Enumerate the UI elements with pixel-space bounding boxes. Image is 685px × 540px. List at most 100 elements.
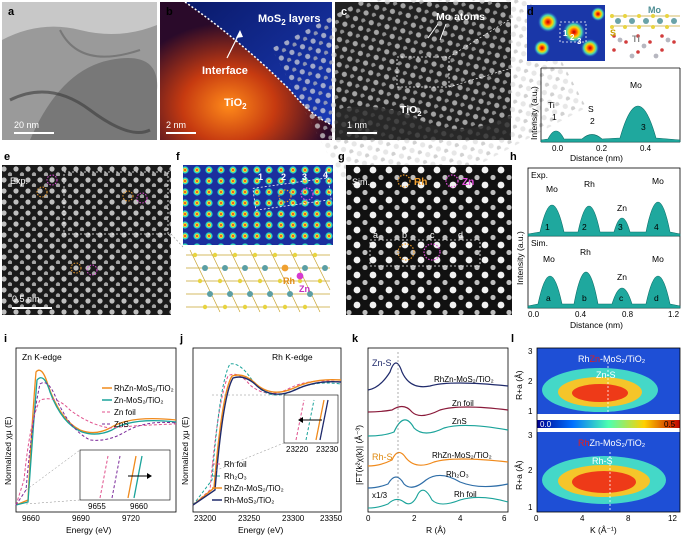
svg-text:0.8: 0.8: [622, 310, 634, 319]
panel-label-b: b: [166, 6, 173, 18]
mo-atoms-label: Mo atoms: [436, 11, 485, 23]
f-zn-label: Zn: [299, 284, 310, 294]
scale-text-e: 0.5 nm: [12, 294, 40, 304]
svg-text:0: 0: [534, 514, 539, 523]
svg-text:3: 3: [641, 122, 646, 132]
svg-text:1: 1: [528, 407, 533, 416]
scale-text-b: 2 nm: [166, 120, 186, 130]
panel-label-l: l: [511, 333, 514, 345]
svg-text:c: c: [430, 230, 435, 240]
svg-text:Rh: Rh: [580, 247, 591, 257]
svg-text:Rh₂O₃: Rh₂O₃: [224, 472, 247, 481]
panel-c: c Mo atoms TiO2 1 nm: [271, 0, 587, 225]
svg-text:23350: 23350: [320, 514, 343, 523]
i-title: Zn K-edge: [22, 352, 62, 362]
svg-text:23300: 23300: [282, 514, 305, 523]
j-ylabel: Normalized χμ (E): [180, 416, 190, 485]
svg-text:23200: 23200: [194, 514, 217, 523]
roi-box-e: [63, 171, 169, 235]
svg-text:Mo: Mo: [652, 176, 664, 186]
svg-text:Mo: Mo: [543, 254, 555, 264]
svg-text:3: 3: [528, 431, 533, 440]
svg-text:23230: 23230: [316, 445, 339, 454]
panel-label-d: d: [527, 6, 534, 18]
svg-text:2: 2: [582, 222, 587, 232]
svg-text:RhZn-MoS₂/TiO₂: RhZn-MoS₂/TiO₂: [434, 375, 494, 384]
panel-label-j: j: [179, 333, 183, 345]
d-n2: 2: [570, 33, 575, 42]
h-ylabel: Intensity (a.u.): [515, 231, 525, 285]
colormap-image-f: [183, 165, 333, 245]
e-exp: Exp.: [10, 176, 28, 186]
panel-label-g: g: [338, 151, 345, 163]
g-zn-label: Zn: [462, 177, 474, 188]
scale-text-c: 1 nm: [347, 120, 367, 130]
d-ylabel: Intensity (a.u.): [529, 86, 539, 140]
svg-text:RhZn-MoS₂/TiO₂: RhZn-MoS₂/TiO₂: [578, 354, 646, 364]
svg-text:9660: 9660: [130, 502, 148, 511]
panel-j: j Rh K-edge 23220 23230 Rh foil Rh₂O₃ Rh…: [179, 333, 343, 535]
panel-f: f 1 2 3 4 Rh Zn: [170, 151, 333, 315]
svg-text:1: 1: [528, 503, 533, 512]
svg-text:4: 4: [458, 514, 463, 523]
l-ylabel-bottom: R+a (Å): [514, 460, 524, 490]
svg-text:Mo: Mo: [652, 254, 664, 264]
d-xlabel: Distance (nm): [570, 153, 623, 163]
sim-profile-h: [527, 271, 681, 309]
svg-text:Rh: Rh: [584, 179, 595, 189]
k-curve-rh2o3: [367, 474, 509, 489]
l-xlabel: K (Å⁻¹): [590, 525, 617, 535]
svg-text:RhZn-MoS₂/TiO₂: RhZn-MoS₂/TiO₂: [432, 451, 492, 460]
h-sim: Sim.: [531, 238, 548, 248]
j-title: Rh K-edge: [272, 352, 313, 362]
svg-text:2: 2: [281, 172, 286, 182]
panel-label-e: e: [4, 151, 10, 163]
j-curve-rhfoil: [192, 373, 342, 506]
l-ylabel-top: R+a (Å): [514, 370, 524, 400]
svg-text:RhZn-MoS₂/TiO₂: RhZn-MoS₂/TiO₂: [578, 438, 646, 448]
svg-text:9655: 9655: [88, 502, 106, 511]
l-top-bond: Zn-S: [596, 370, 616, 380]
svg-text:Zn-MoS₂/TiO₂: Zn-MoS₂/TiO₂: [114, 396, 163, 405]
k-curve-znfoil: [367, 405, 509, 417]
i-curve-rhzn: [15, 369, 177, 506]
svg-text:Mo: Mo: [546, 184, 558, 194]
svg-text:2: 2: [590, 116, 595, 126]
panel-label-c: c: [341, 6, 347, 18]
panel-h: h Exp. Mo Rh Zn Mo 1 2 3 4 Sim. Mo Rh Zn…: [510, 151, 681, 330]
svg-text:b: b: [402, 230, 407, 240]
k-curve-rhzn-rh: [367, 451, 509, 467]
panel-e: e Exp. 0.5 nm: [2, 151, 181, 315]
d-s-label: S: [610, 28, 616, 38]
svg-text:0.4: 0.4: [575, 310, 587, 319]
panel-label-h: h: [510, 151, 517, 163]
svg-text:2: 2: [528, 377, 533, 386]
d-n3: 3: [577, 37, 582, 46]
i-inset: [79, 449, 171, 501]
j-curve-rhzn: [192, 374, 342, 506]
svg-text:23220: 23220: [286, 445, 309, 454]
svg-text:d: d: [654, 293, 659, 303]
k-curve-zns: [367, 419, 509, 437]
d-n1: 1: [563, 29, 568, 38]
k-curve-rhfoil: [367, 489, 509, 509]
svg-text:a: a: [373, 230, 378, 240]
panel-label-k: k: [352, 333, 359, 345]
i-curve-znfoil: [15, 398, 177, 506]
svg-text:1.2: 1.2: [668, 310, 680, 319]
svg-text:Zn: Zn: [617, 272, 627, 282]
exp-profile-h: [527, 201, 681, 237]
d-mo-label: Mo: [648, 5, 661, 15]
panel-g: g Sim. Rh Zn a b c d: [338, 151, 512, 315]
svg-text:Rh₂O₃: Rh₂O₃: [446, 470, 469, 479]
svg-text:2: 2: [528, 466, 533, 475]
h-xlabel: Distance (nm): [570, 320, 623, 330]
interface-label: Interface: [202, 65, 248, 77]
panel-label-a: a: [8, 6, 15, 18]
svg-text:Zn foil: Zn foil: [114, 408, 136, 417]
scale-text-a: 20 nm: [14, 120, 39, 130]
panel-label-i: i: [4, 333, 7, 345]
k-x13: x1/3: [372, 491, 388, 500]
d-peak-mo: Mo: [630, 80, 642, 90]
svg-text:9690: 9690: [72, 514, 90, 523]
